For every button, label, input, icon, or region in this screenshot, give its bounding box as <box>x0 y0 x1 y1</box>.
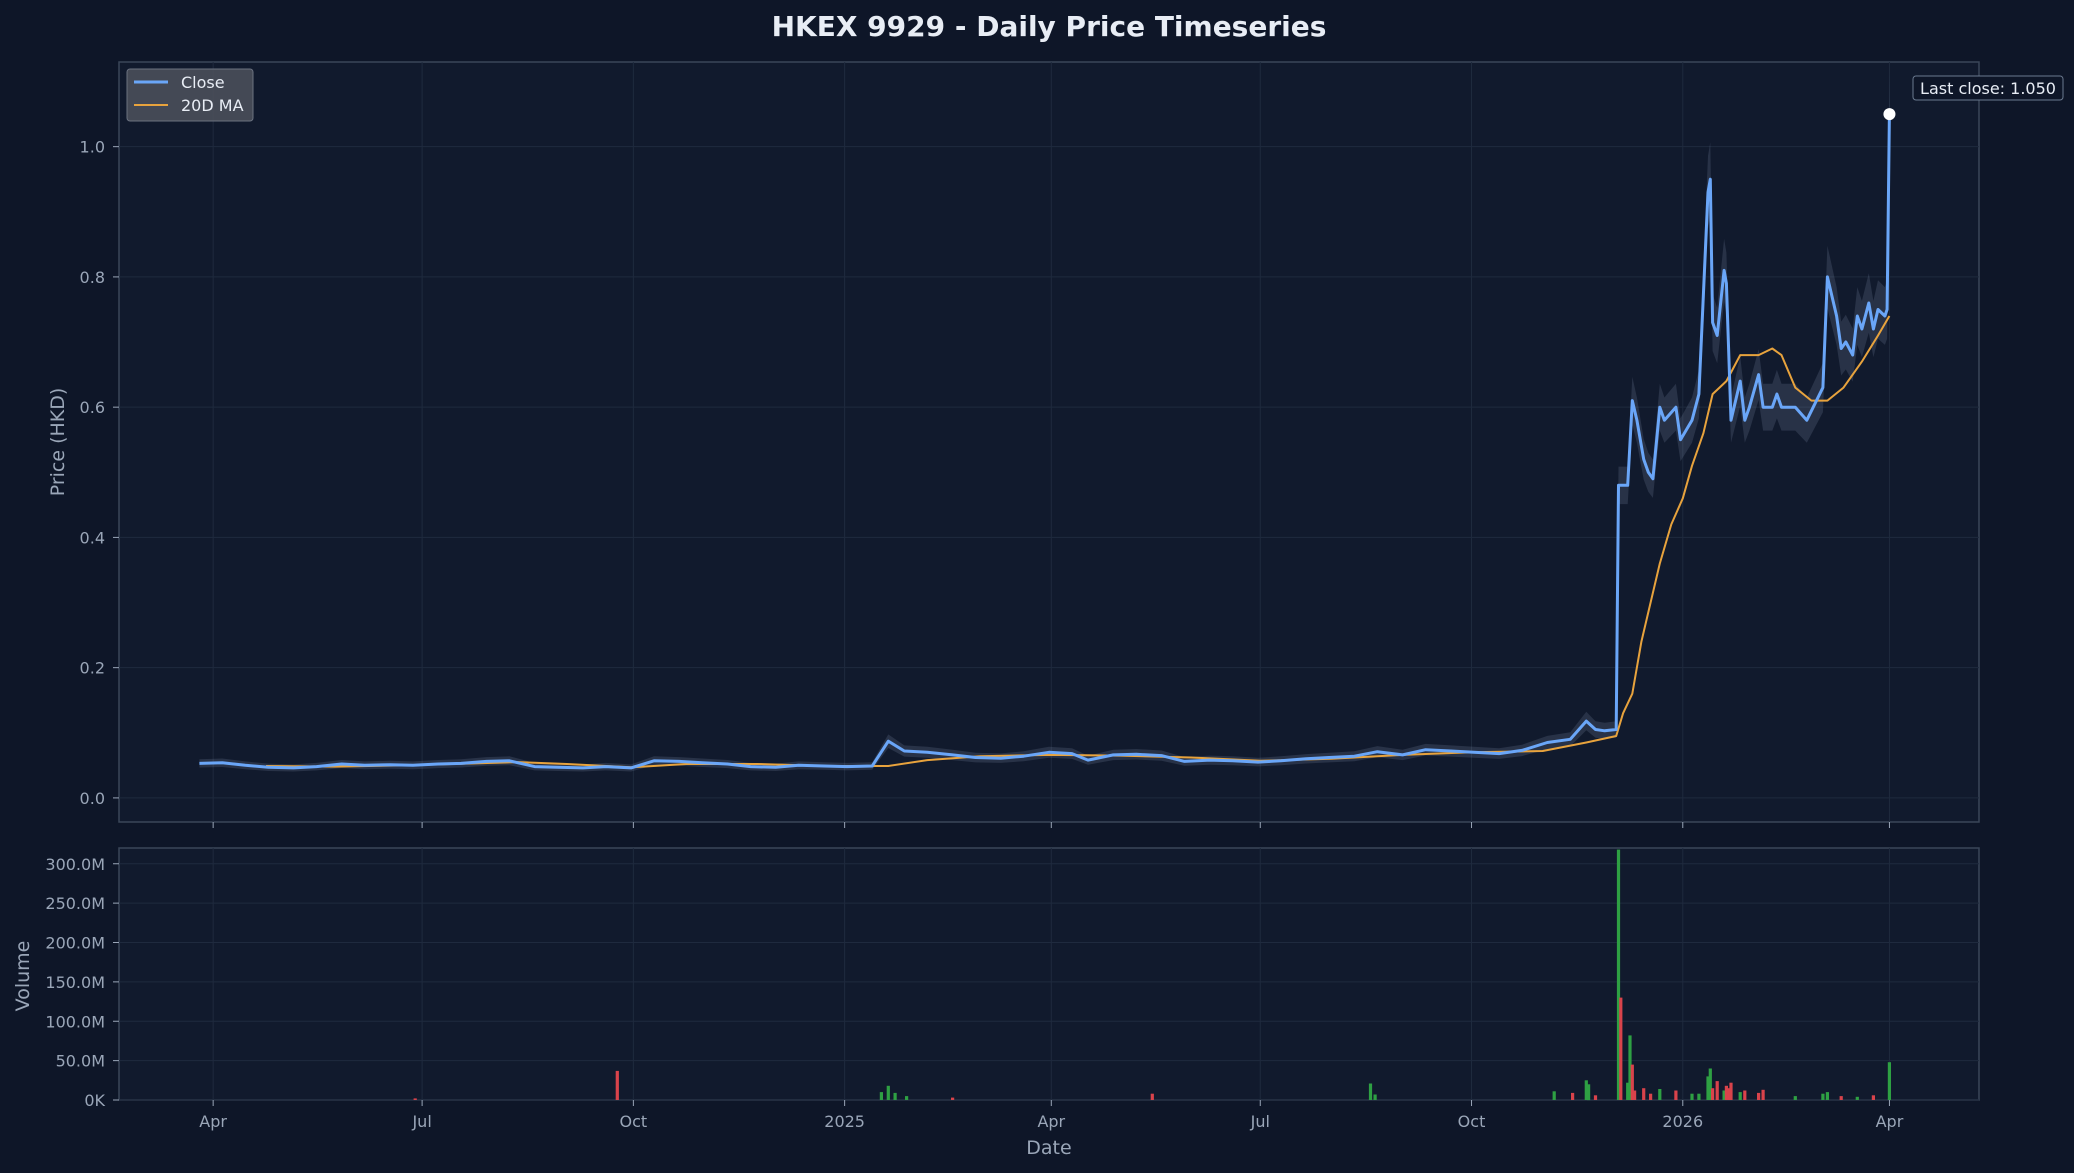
last-close-annotation: Last close: 1.050 <box>1912 75 2064 101</box>
price-tick-label: 1.0 <box>80 138 105 157</box>
volume-bar <box>1871 1095 1875 1100</box>
volume-bar <box>413 1098 417 1100</box>
annotation-text: Last close: 1.050 <box>1920 79 2056 98</box>
volume-bar <box>1761 1089 1765 1100</box>
price-panel <box>118 61 1980 823</box>
volume-bar <box>1697 1093 1701 1100</box>
price-axis-label: Price (HKD) <box>47 388 69 497</box>
volume-bar <box>615 1070 619 1100</box>
volume-bar <box>1727 1088 1731 1100</box>
price-lines <box>199 108 1896 770</box>
x-tick-label: Apr <box>199 1112 227 1131</box>
volume-bar <box>1706 1076 1710 1100</box>
chart-title: HKEX 9929 - Daily Price Timeseries <box>772 10 1327 43</box>
x-tick-label: Apr <box>1876 1112 1904 1131</box>
volume-bar <box>1724 1085 1728 1100</box>
volume-tick-label: 300.0M <box>45 855 105 874</box>
volume-grid <box>119 848 1979 1101</box>
volume-bar <box>886 1085 890 1100</box>
volume-tick-label: 200.0M <box>45 934 105 953</box>
volume-bar <box>1658 1089 1662 1100</box>
volume-bar <box>1633 1090 1637 1100</box>
volume-bar <box>1626 1082 1630 1100</box>
volume-panel <box>118 847 1980 1101</box>
volume-bar <box>1821 1093 1825 1100</box>
volume-bar <box>1571 1092 1575 1100</box>
volume-bar <box>879 1092 883 1100</box>
legend-label-ma: 20D MA <box>181 96 244 115</box>
legend: Close 20D MA <box>126 68 254 122</box>
x-tick-label: Jul <box>411 1112 431 1131</box>
volume-tick-label: 100.0M <box>45 1012 105 1031</box>
volume-bar <box>1855 1096 1859 1100</box>
volume-bar <box>1368 1083 1373 1100</box>
x-tick-label: 2026 <box>1662 1112 1703 1131</box>
last-close-marker <box>1883 108 1896 121</box>
volume-bar <box>893 1092 897 1100</box>
volume-bars <box>413 849 1891 1101</box>
volume-bar <box>1593 1095 1598 1100</box>
volume-bar <box>1373 1094 1377 1100</box>
price-tick-label: 0.4 <box>80 528 105 547</box>
x-axis: Apr Jul Oct 2025 Apr Jul Oct 2026 Apr <box>199 1100 1904 1131</box>
price-y-axis: 0.0 0.2 0.4 0.6 0.8 1.0 <box>80 138 119 808</box>
close-line <box>199 114 1891 770</box>
volume-bar <box>905 1096 909 1100</box>
x-tick-label: Oct <box>620 1112 648 1131</box>
volume-bar <box>1729 1082 1733 1100</box>
volume-y-axis: 0K 50.0M 100.0M 150.0M 200.0M 250.0M 300.0M <box>45 855 119 1110</box>
volume-bar <box>1887 1062 1891 1100</box>
volume-bar <box>1649 1093 1653 1100</box>
volume-bar <box>1708 1068 1712 1100</box>
price-tick-label: 0.6 <box>80 398 105 417</box>
x-tick-label: Apr <box>1037 1112 1065 1131</box>
volume-bar <box>1743 1090 1747 1100</box>
volume-axis-label: Volume <box>12 941 34 1012</box>
volume-bar <box>1584 1080 1588 1100</box>
volume-tick-label: 0K <box>84 1091 105 1110</box>
volume-bar <box>1619 997 1623 1100</box>
volume-bar <box>1552 1091 1556 1100</box>
volume-bar <box>1587 1084 1591 1101</box>
volume-bar <box>1616 849 1621 1100</box>
volume-bar <box>1150 1093 1154 1100</box>
legend-label-close: Close <box>181 73 225 92</box>
volume-tick-label: 250.0M <box>45 894 105 913</box>
price-tick-label: 0.8 <box>80 268 105 287</box>
volume-bar <box>1711 1088 1715 1100</box>
price-grid <box>119 62 1979 822</box>
volume-bar <box>1825 1092 1829 1100</box>
price-tick-label: 0.2 <box>80 659 105 678</box>
volume-bar <box>1715 1081 1719 1100</box>
x-tick-label: Jul <box>1250 1112 1270 1131</box>
price-x-ticks <box>212 822 1890 828</box>
annotation-box <box>1912 75 2064 101</box>
volume-bar <box>1722 1090 1726 1100</box>
volume-tick-label: 150.0M <box>45 973 105 992</box>
volume-bar <box>951 1097 955 1100</box>
volume-bar <box>1690 1093 1694 1100</box>
volume-bar <box>1757 1092 1761 1100</box>
volume-bar <box>1839 1096 1843 1100</box>
x-tick-label: Oct <box>1458 1112 1486 1131</box>
volume-bar <box>1674 1090 1678 1100</box>
volume-bar <box>1642 1088 1646 1100</box>
volume-bar <box>1628 1035 1632 1100</box>
volume-bar <box>1630 1064 1634 1100</box>
volume-bar <box>1793 1096 1797 1100</box>
volume-tick-label: 50.0M <box>56 1052 105 1071</box>
price-tick-label: 0.0 <box>80 789 105 808</box>
volume-bar <box>1738 1092 1742 1100</box>
x-tick-label: 2025 <box>824 1112 865 1131</box>
x-axis-label: Date <box>1026 1137 1071 1159</box>
